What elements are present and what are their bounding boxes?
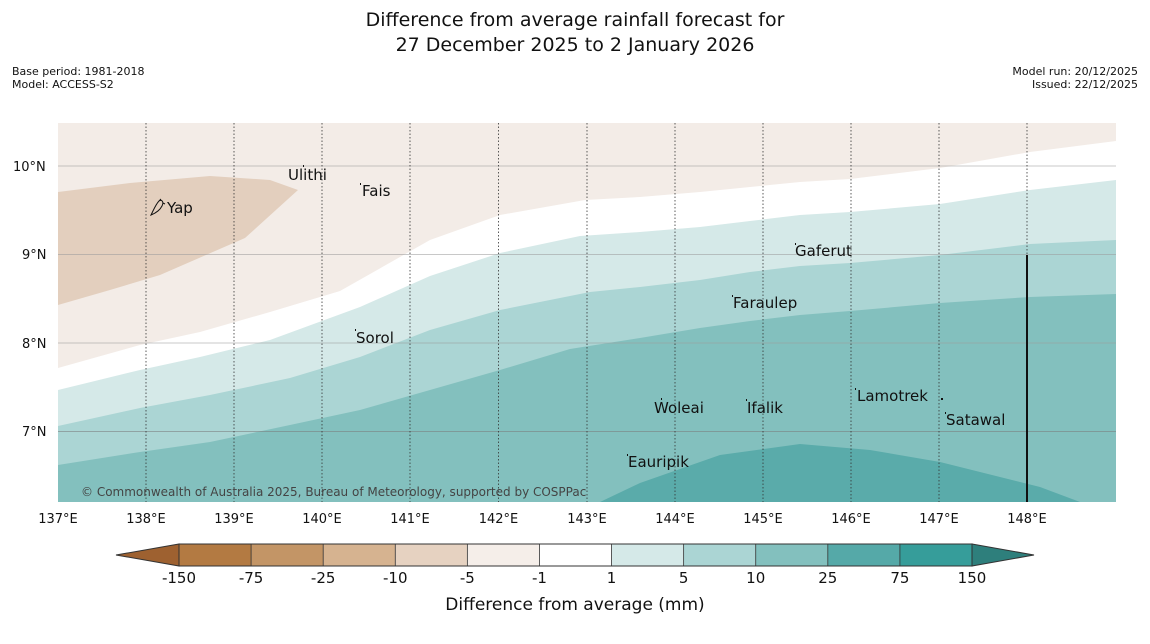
lon-label: 146°E: [831, 512, 871, 527]
place-woleai: Woleai: [654, 399, 704, 417]
band-minus10-minus5: [58, 176, 298, 305]
lon-label: 141°E: [390, 512, 430, 527]
copyright-text: © Commonwealth of Australia 2025, Bureau…: [81, 485, 586, 499]
place-faraulep: Faraulep: [733, 294, 797, 312]
lon-label: 144°E: [655, 512, 695, 527]
lon-label: 138°E: [126, 512, 166, 527]
place-satawal: Satawal: [946, 411, 1005, 429]
colorbar-segment: [178, 543, 252, 567]
rainfall-map: Ulithi Fais Yap Gaferut Faraulep Sorol W…: [58, 123, 1116, 502]
colorbar-tick-label: -150: [162, 569, 196, 587]
lon-label: 142°E: [479, 512, 519, 527]
colorbar-tick-label: 10: [746, 569, 765, 587]
colorbar-segment: [827, 543, 901, 567]
place-ifalik: Ifalik: [747, 399, 783, 417]
yap-island-icon: [149, 198, 166, 216]
colorbar-tick-label: -75: [239, 569, 264, 587]
colorbar-label: Difference from average (mm): [445, 595, 704, 615]
colorbar-segment: [394, 543, 469, 567]
place-gaferut: Gaferut: [795, 242, 852, 260]
lon-labels: 137°E 138°E 139°E 140°E 141°E 142°E 143°…: [38, 512, 1047, 527]
model-run: Model run: 20/12/2025: [1012, 65, 1138, 78]
title-line-2: 27 December 2025 to 2 January 2026: [395, 34, 755, 56]
colorbar-arrow-left: [115, 543, 180, 567]
meta-right: Model run: 20/12/2025 Issued: 22/12/2025: [1012, 65, 1138, 91]
colorbar-segment: [466, 543, 541, 567]
colorbar-tick-label: 150: [958, 569, 987, 587]
colorbar-tick-label: 75: [890, 569, 909, 587]
lat-label: 7°N: [22, 425, 47, 440]
colorbar-tick-label: -25: [311, 569, 336, 587]
lon-label: 145°E: [743, 512, 783, 527]
colorbar-segment: [683, 543, 757, 567]
colorbar-tick-label: 25: [818, 569, 837, 587]
lon-label: 139°E: [214, 512, 254, 527]
lon-label: 148°E: [1007, 512, 1047, 527]
place-yap: Yap: [166, 199, 193, 217]
lat-label: 9°N: [22, 248, 47, 263]
title-line-1: Difference from average rainfall forecas…: [365, 9, 785, 31]
colorbar-tick-label: -10: [383, 569, 408, 587]
colorbar-tick-label: -5: [460, 569, 475, 587]
issued-date: Issued: 22/12/2025: [1031, 78, 1138, 91]
lon-label: 137°E: [38, 512, 78, 527]
place-lamotrek: Lamotrek: [857, 387, 928, 405]
colorbar-segment: [250, 543, 325, 567]
model-name: Model: ACCESS-S2: [12, 78, 114, 91]
place-markers: [303, 165, 946, 456]
band-minus5-minus1: [58, 123, 1116, 368]
lon-label: 140°E: [302, 512, 342, 527]
lat-label: 8°N: [22, 337, 47, 352]
colorbar-tick-label: 1: [607, 569, 617, 587]
colorbar-segment: [539, 543, 613, 567]
colorbar-segment: [322, 543, 397, 567]
colorbar-tick-label: -1: [532, 569, 547, 587]
place-eauripik: Eauripik: [628, 453, 689, 471]
colorbar-tick-label: 5: [679, 569, 689, 587]
lat-labels: 10°N 9°N 8°N 7°N: [13, 160, 47, 440]
colorbar-arrow-right: [971, 543, 1035, 567]
colorbar-segment: [899, 543, 973, 567]
place-ulithi: Ulithi: [288, 166, 327, 184]
lon-label: 143°E: [567, 512, 607, 527]
place-fais: Fais: [362, 182, 391, 200]
graticule: [58, 123, 1116, 502]
colorbar: -150 -75 -25 -10 -5 -1 1 5 10 25 75 150 Difference …: [115, 543, 1035, 615]
base-period: Base period: 1981-2018: [12, 65, 145, 78]
lat-label: 10°N: [13, 160, 46, 175]
colorbar-segment: [611, 543, 685, 567]
band-25-75: [600, 444, 1080, 502]
meta-left: Base period: 1981-2018 Model: ACCESS-S2: [12, 65, 144, 91]
lon-label: 147°E: [919, 512, 959, 527]
colorbar-segment: [755, 543, 829, 567]
place-sorol: Sorol: [356, 329, 394, 347]
